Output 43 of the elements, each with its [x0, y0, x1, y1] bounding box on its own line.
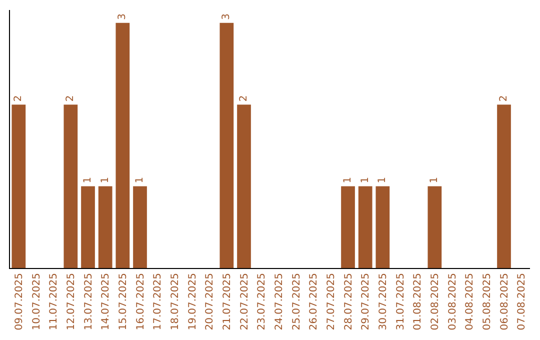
- x-tick-label: 27.07.2025: [326, 273, 337, 330]
- data-label: 2: [65, 95, 76, 102]
- x-tick-label: 02.08.2025: [430, 273, 441, 330]
- data-label: 1: [134, 176, 146, 184]
- x-tick-label: 06.08.2025: [499, 273, 510, 330]
- data-label: 1: [429, 176, 440, 184]
- x-tick-label: 25.07.2025: [291, 273, 302, 330]
- x-tick-label: 13.07.2025: [83, 273, 94, 330]
- data-label: 1: [342, 176, 354, 184]
- x-tick-label: 14.07.2025: [100, 273, 112, 330]
- x-tick-label: 05.08.2025: [482, 273, 493, 330]
- x-tick-label: 15.07.2025: [118, 273, 129, 330]
- x-tick-label: 03.08.2025: [447, 273, 458, 330]
- x-tick-label: 30.07.2025: [378, 273, 389, 330]
- x-tick-label: 11.07.2025: [48, 273, 60, 330]
- data-label: 1: [82, 176, 94, 184]
- data-label: 2: [238, 95, 250, 102]
- x-tick-label: 10.07.2025: [31, 273, 42, 330]
- data-label: 2: [498, 95, 510, 102]
- x-tick-label: 21.07.2025: [222, 273, 233, 330]
- data-label: 3: [117, 14, 128, 20]
- x-tick-label: 18.07.2025: [170, 273, 181, 330]
- data-label: 2: [13, 95, 24, 102]
- x-tick-label: 17.07.2025: [152, 273, 164, 330]
- data-label: 3: [221, 14, 232, 20]
- x-tick-label: 24.07.2025: [274, 273, 285, 330]
- x-tick-label: 26.07.2025: [308, 273, 320, 330]
- x-tick-label: 04.08.2025: [464, 273, 476, 330]
- x-tick-label: 09.07.2025: [14, 273, 25, 330]
- data-label: 1: [377, 176, 388, 184]
- x-tick-label: 22.07.2025: [239, 273, 250, 330]
- x-tick-label: 29.07.2025: [360, 273, 372, 330]
- data-label: 1: [100, 176, 111, 184]
- x-tick-label: 16.07.2025: [135, 273, 146, 330]
- x-tick-label: 31.07.2025: [395, 273, 406, 330]
- x-tick-label: 12.07.2025: [66, 273, 77, 330]
- x-tick-label: 23.07.2025: [256, 273, 268, 330]
- x-tick-label: 20.07.2025: [204, 273, 216, 330]
- data-label: 1: [360, 176, 371, 184]
- x-tick-label: 01.08.2025: [412, 273, 424, 330]
- x-tick-label: 19.07.2025: [187, 273, 198, 330]
- x-tick-label: 28.07.2025: [343, 273, 354, 330]
- x-tick-label: 07.08.2025: [516, 273, 528, 330]
